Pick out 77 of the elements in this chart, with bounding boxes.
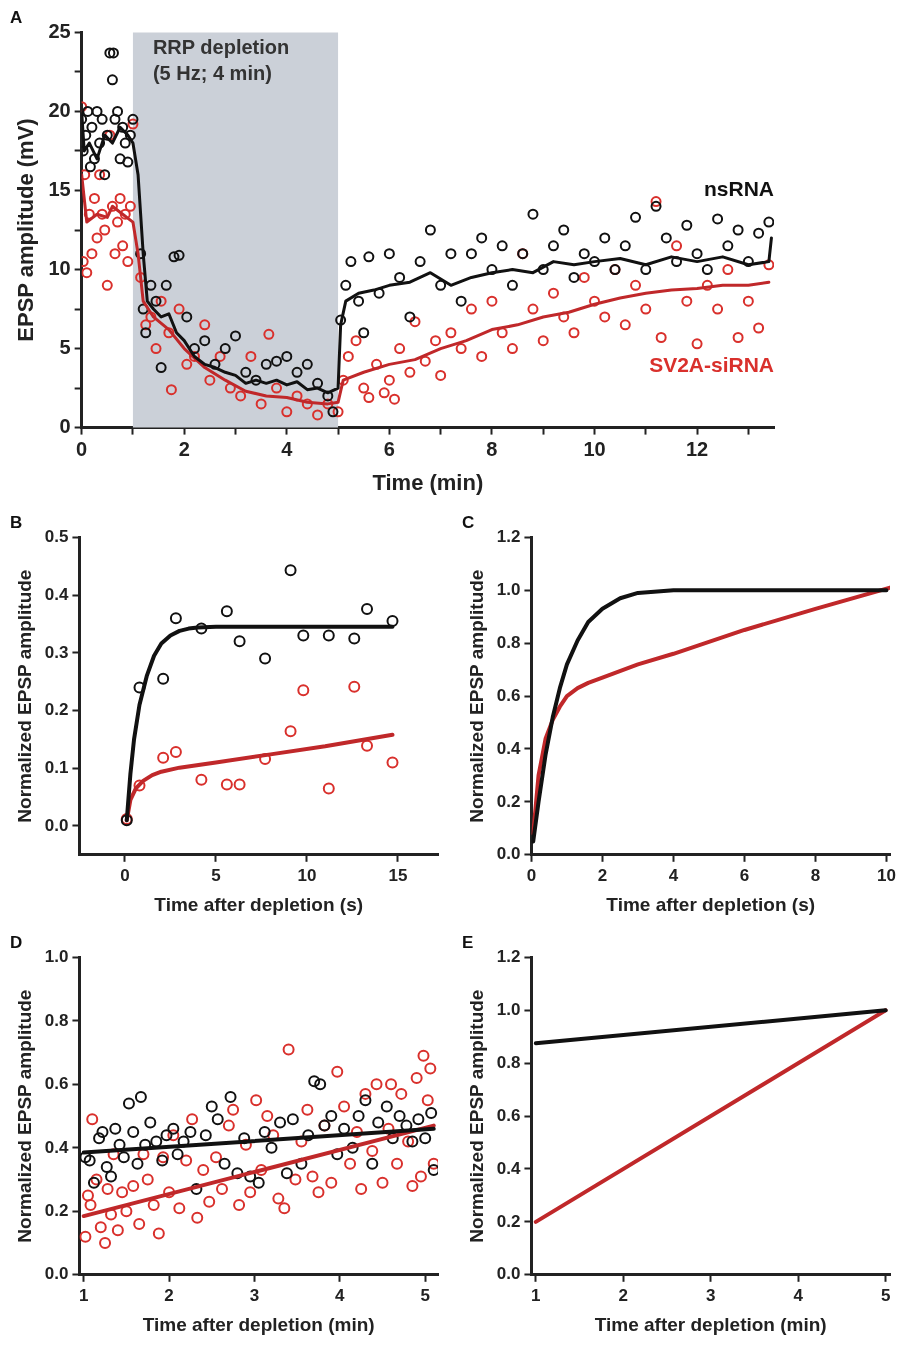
- chart-title: B: [10, 512, 23, 532]
- x-tick-label: 5: [211, 865, 221, 885]
- y-tick-label: 15: [48, 178, 71, 200]
- y-tick-label: 1.0: [496, 999, 521, 1019]
- y-tick-label: 25: [48, 19, 71, 42]
- x-tick-label: 12: [685, 438, 709, 461]
- y-tick-label: 1.0: [44, 947, 69, 967]
- x-tick-label: 15: [388, 865, 408, 885]
- x-tick-label: 5: [880, 1285, 891, 1305]
- band-label: RRP depletion (5 Hz; 4 min): [152, 35, 290, 84]
- x-tick-label: 8: [486, 438, 498, 461]
- y-tick-label: 0.3: [44, 642, 69, 662]
- x-tick-label: 3: [705, 1285, 716, 1305]
- x-tick-label: 3: [249, 1285, 260, 1305]
- y-axis-title: Normalized EPSP amplitude: [13, 989, 35, 1243]
- x-tick-label: 6: [739, 865, 750, 885]
- y-tick-label: 0.0: [496, 844, 521, 864]
- x-axis-title: Time after depletion (min): [142, 1313, 375, 1335]
- y-tick-label: 0.2: [44, 1201, 69, 1221]
- y-tick-label: 0.0: [496, 1264, 521, 1284]
- x-axis-title: Time (min): [372, 469, 484, 495]
- x-axis-title: Time after depletion (min): [594, 1313, 827, 1335]
- x-tick-label: 5: [420, 1285, 430, 1305]
- series-label: nsRNA: [703, 177, 774, 201]
- y-tick-label: 0.8: [496, 1052, 521, 1072]
- y-tick-label: 0.6: [44, 1074, 69, 1094]
- x-tick-label: 0: [526, 865, 537, 885]
- y-tick-label: 0.0: [44, 1264, 69, 1284]
- y-tick-label: 0.2: [44, 700, 69, 720]
- y-tick-label: 0.4: [496, 1158, 521, 1178]
- x-tick-label: 4: [793, 1285, 804, 1305]
- y-tick-label: 1.2: [496, 947, 521, 967]
- x-tick-label: 4: [668, 865, 679, 885]
- y-axis-title: Normalized EPSP amplitude: [13, 569, 35, 823]
- y-tick-label: 0.2: [496, 1211, 521, 1231]
- y-tick-label: 0.6: [496, 685, 521, 705]
- y-tick-label: 0.8: [496, 632, 521, 652]
- x-axis-title: Time after depletion (s): [154, 893, 364, 915]
- x-tick-label: 2: [618, 1285, 628, 1305]
- chart-title: D: [10, 932, 23, 952]
- x-tick-label: 10: [583, 438, 606, 461]
- y-tick-label: 0.2: [496, 791, 521, 811]
- x-tick-label: 2: [178, 438, 190, 461]
- x-tick-label: 10: [297, 865, 317, 885]
- y-tick-label: 0.0: [44, 815, 69, 835]
- x-tick-label: 6: [383, 438, 395, 461]
- x-tick-label: 4: [281, 438, 294, 461]
- x-tick-label: 10: [876, 865, 896, 885]
- y-tick-label: 0.5: [44, 527, 69, 547]
- y-tick-label: 1.2: [496, 527, 521, 547]
- x-tick-label: 1: [78, 1285, 89, 1305]
- chart-title: E: [462, 932, 474, 952]
- chart-title: C: [462, 512, 475, 532]
- x-tick-label: 0: [76, 438, 88, 461]
- series-label: SV2A-siRNA: [649, 353, 774, 377]
- y-tick-label: 20: [48, 98, 71, 121]
- x-tick-label: 8: [810, 865, 821, 885]
- y-axis-title: EPSP amplitude (mV): [13, 118, 39, 342]
- chart-title: A: [10, 7, 23, 27]
- y-tick-label: 0.4: [44, 584, 69, 604]
- y-tick-label: 1.0: [496, 579, 521, 599]
- y-tick-label: 0.4: [496, 738, 521, 758]
- y-tick-label: 10: [48, 257, 71, 280]
- x-tick-label: 1: [531, 1285, 541, 1305]
- x-tick-label: 0: [120, 865, 130, 885]
- y-axis-title: Normalized EPSP amplitude: [465, 569, 487, 823]
- y-tick-label: 0.1: [44, 757, 69, 777]
- y-tick-label: 0.4: [44, 1137, 69, 1157]
- x-tick-label: 2: [164, 1285, 174, 1305]
- y-tick-label: 0.6: [496, 1105, 521, 1125]
- y-tick-label: 0.8: [44, 1010, 69, 1030]
- y-axis-title: Normalized EPSP amplitude: [465, 989, 487, 1243]
- y-tick-label: 0: [59, 415, 71, 438]
- x-tick-label: 2: [597, 865, 608, 885]
- y-tick-label: 5: [59, 336, 71, 359]
- x-tick-label: 4: [335, 1285, 346, 1305]
- x-axis-title: Time after depletion (s): [606, 893, 816, 915]
